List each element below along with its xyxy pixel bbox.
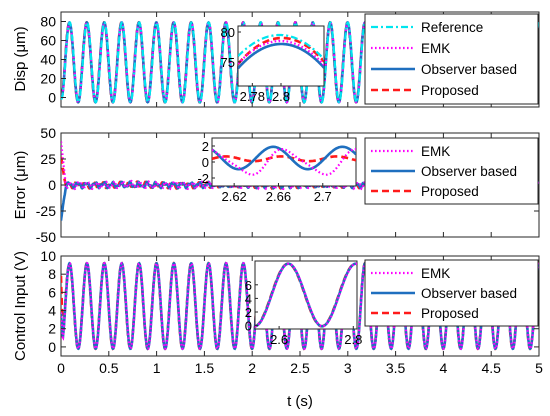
- inset-lines: [238, 33, 324, 70]
- inset-series-line-observer-based: [238, 42, 324, 70]
- inset-series-line-emk: [255, 262, 357, 328]
- x-tick-label: 2.5: [290, 360, 310, 376]
- inset-series-line-observer-based: [212, 145, 356, 171]
- x-tick-label: 4: [440, 360, 448, 376]
- inset-y-tick-label: -2: [197, 171, 209, 186]
- inset-series-line-reference: [238, 33, 324, 60]
- y-axis-label: Error (μm): [12, 151, 29, 220]
- y-axis-label: Control Input (V): [12, 251, 29, 361]
- x-axis-label: t (s): [287, 393, 313, 410]
- y-tick-label: 0: [48, 339, 56, 355]
- x-tick-label: 1.5: [195, 360, 215, 376]
- x-tick-label: 3: [344, 360, 352, 376]
- inset-y-tick-label: 80: [221, 25, 235, 40]
- inset-x-tick-label: 2.78: [240, 89, 265, 104]
- inset-y-tick-label: 6: [245, 278, 252, 293]
- y-tick-label: 50: [40, 125, 56, 141]
- y-tick-label: 40: [40, 52, 56, 68]
- y-tick-label: 25: [40, 151, 56, 167]
- legend-label-proposed: Proposed: [421, 306, 479, 321]
- x-tick-label: 4.5: [481, 360, 501, 376]
- legend-label-reference: Reference: [421, 20, 483, 35]
- inset-x-tick-label: 2.66: [266, 189, 291, 204]
- legend-label-proposed: Proposed: [421, 83, 479, 98]
- y-ticks: -50 -25 0 25 50: [36, 125, 539, 245]
- y-tick-label: 0: [48, 177, 56, 193]
- x-tick-label: 3.5: [386, 360, 406, 376]
- inset-x-tick-label: 2.8: [344, 332, 362, 347]
- inset-lines: [255, 262, 357, 328]
- x-ticks: [60, 133, 540, 237]
- inset-y-tick-label: 0: [202, 155, 209, 170]
- x-tick-label: 2: [248, 360, 256, 376]
- inset-y-tick-label: 0: [245, 319, 252, 334]
- x-ticks: 0 0.5 1 1.5 2 2.5 3 3.5 4 4.5 5: [57, 256, 543, 376]
- x-tick-label: 0.5: [99, 360, 119, 376]
- y-tick-label: 8: [48, 266, 56, 282]
- y-tick-label: -50: [36, 229, 56, 245]
- y-tick-label: 10: [40, 248, 56, 264]
- inset-series-line-proposed: [238, 36, 324, 65]
- inset-series-line-emk: [212, 148, 356, 176]
- inset-x-tick-label: 2.6: [270, 332, 288, 347]
- inset-frame: [211, 137, 357, 187]
- legend-label-emk: EMK: [421, 266, 450, 281]
- x-tick-label: 0: [57, 360, 65, 376]
- inset-x-tick-label: 2.7: [314, 189, 332, 204]
- inset-x-tick-label: 2.8: [272, 89, 290, 104]
- y-tick-label: 80: [40, 14, 56, 30]
- legend-label-proposed: Proposed: [421, 184, 479, 199]
- y-tick-label: 6: [48, 284, 56, 300]
- inset-y-tick-label: 2: [245, 305, 252, 320]
- inset-lines: [212, 145, 356, 176]
- inset-series-line-proposed: [212, 155, 356, 163]
- x-tick-label: 1: [153, 360, 161, 376]
- y-tick-label: 4: [48, 303, 56, 319]
- y-axis-label: Disp (μm): [12, 26, 29, 91]
- y-tick-label: -25: [36, 203, 56, 219]
- series-line-emk: [61, 21, 539, 104]
- panel-disp: 0 20 40 60 80 Disp (μm) 75 80 2.78 2.8 Referenc…: [12, 11, 540, 108]
- legend-disp: Reference EMK Observer based Proposed: [364, 13, 539, 105]
- x-tick-label: 5: [535, 360, 543, 376]
- y-tick-label: 20: [40, 71, 56, 87]
- inset-error: -202 2.62 2.66 2.7: [197, 137, 357, 204]
- y-tick-label: 0: [48, 90, 56, 106]
- legend-label-emk: EMK: [421, 41, 450, 56]
- legend-label-emk: EMK: [421, 144, 450, 159]
- y-tick-label: 60: [40, 33, 56, 49]
- inset-y-tick-label: 75: [221, 55, 235, 70]
- legend-error: EMK Observer based Proposed: [364, 137, 539, 205]
- y-tick-label: 2: [48, 321, 56, 337]
- legend-label-observer-based: Observer based: [421, 62, 517, 77]
- inset-x-tick-label: 2.62: [221, 189, 246, 204]
- legend-label-observer-based: Observer based: [421, 164, 517, 179]
- inset-disp: 75 80 2.78 2.8: [221, 25, 325, 104]
- inset-y-tick-label: 2: [202, 139, 209, 154]
- legend-control: EMK Observer based Proposed: [364, 259, 539, 327]
- legend-box: [364, 259, 539, 327]
- inset-y-tick-label: 4: [245, 291, 252, 306]
- legend-label-observer-based: Observer based: [421, 286, 517, 301]
- series-line-emk: [61, 141, 539, 191]
- x-ticks: [60, 12, 540, 107]
